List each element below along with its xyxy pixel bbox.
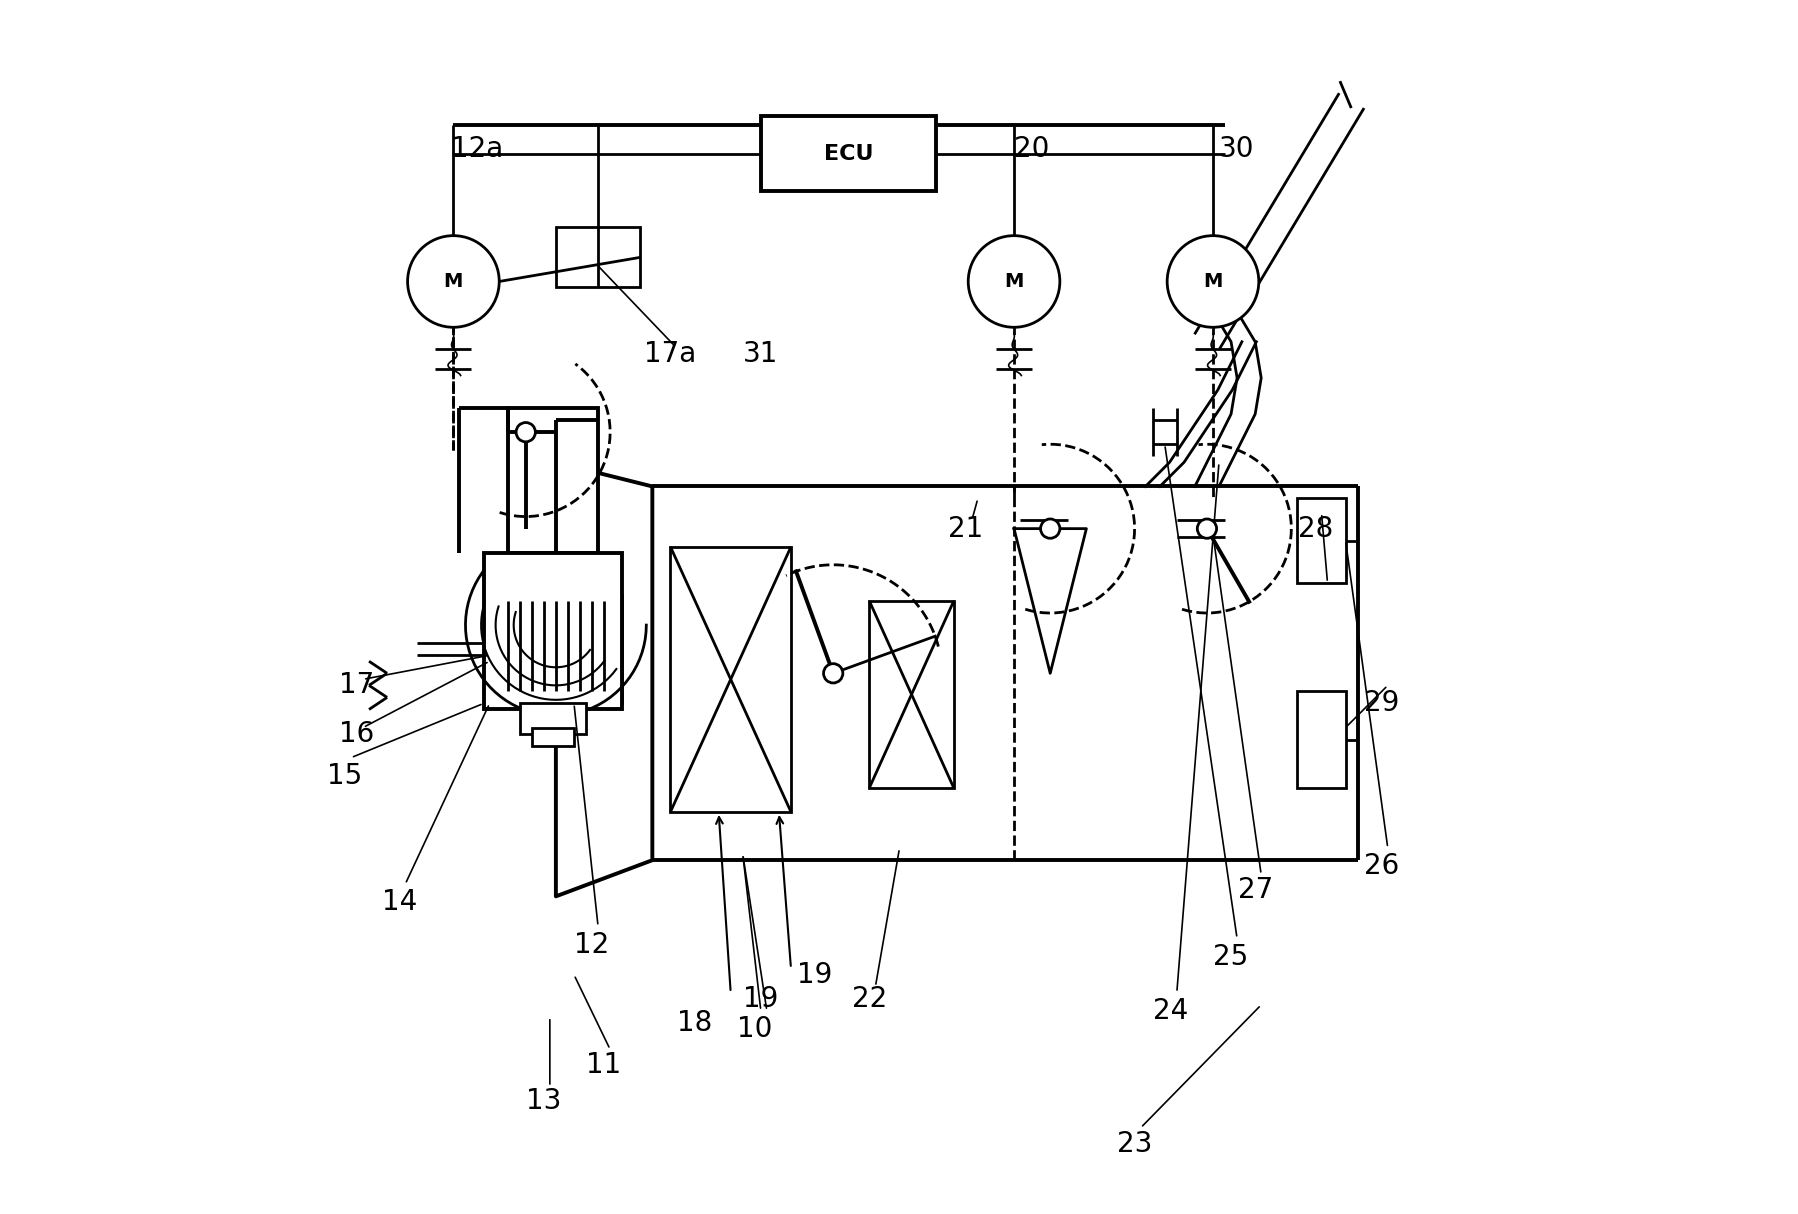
Circle shape (823, 664, 843, 683)
Bar (520, 703, 586, 733)
Text: 24: 24 (1153, 997, 1188, 1025)
Text: 11: 11 (586, 1051, 622, 1079)
Text: 15: 15 (327, 762, 363, 790)
Bar (484, 595, 622, 703)
Text: 18: 18 (676, 1009, 712, 1037)
Text: 16: 16 (340, 720, 374, 748)
Bar (1296, 499, 1345, 583)
Text: 31: 31 (743, 340, 779, 368)
Circle shape (1167, 236, 1259, 328)
Text: 27: 27 (1237, 877, 1273, 904)
Text: 29: 29 (1363, 690, 1399, 717)
Text: M: M (1003, 272, 1023, 291)
Bar (507, 408, 597, 552)
Circle shape (1039, 520, 1059, 538)
Text: 17: 17 (340, 671, 374, 699)
Text: 10: 10 (737, 1015, 771, 1043)
Bar (532, 727, 574, 745)
Text: 13: 13 (525, 1088, 561, 1116)
Bar (484, 552, 622, 709)
Text: 12: 12 (574, 931, 610, 959)
Text: ECU: ECU (823, 143, 872, 164)
Circle shape (408, 236, 498, 328)
Text: 17a: 17a (644, 340, 696, 368)
Circle shape (516, 422, 536, 442)
Circle shape (1197, 520, 1215, 538)
Text: 20: 20 (1014, 135, 1050, 163)
Bar (868, 601, 953, 788)
Text: 23: 23 (1117, 1129, 1153, 1157)
Text: 14: 14 (381, 889, 417, 917)
Text: 26: 26 (1363, 852, 1399, 880)
Text: 22: 22 (850, 985, 886, 1012)
Text: 19: 19 (797, 960, 832, 988)
Text: 28: 28 (1296, 515, 1332, 543)
Polygon shape (1014, 528, 1086, 674)
Bar (1296, 692, 1345, 788)
Bar (761, 117, 935, 191)
Circle shape (967, 236, 1059, 328)
Bar (671, 546, 791, 812)
Text: 21: 21 (948, 515, 984, 543)
Text: 30: 30 (1219, 135, 1255, 163)
Text: M: M (1203, 272, 1223, 291)
Polygon shape (556, 463, 653, 896)
Text: 12a: 12a (451, 135, 503, 163)
Bar (556, 227, 640, 288)
Text: M: M (444, 272, 462, 291)
Text: 25: 25 (1214, 942, 1248, 971)
Text: 19: 19 (743, 985, 779, 1012)
